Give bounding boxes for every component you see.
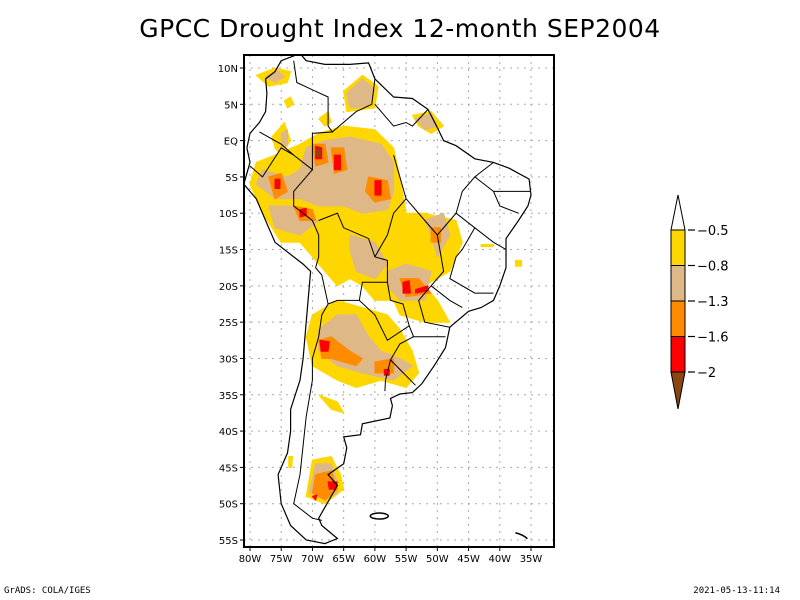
- country-border: [475, 177, 531, 192]
- lat-tick-label: 35S: [219, 391, 238, 402]
- lat-tick-label: 5S: [225, 173, 238, 184]
- south-georgia-island: [515, 533, 527, 539]
- lat-tick-label: 25S: [219, 318, 238, 329]
- drought-contour-region: [284, 97, 293, 108]
- lat-tick-label: 15S: [219, 246, 238, 257]
- lat-tick-label: 10S: [219, 209, 238, 220]
- lat-tick-label: 10N: [218, 64, 238, 75]
- drought-contour-region: [334, 155, 340, 170]
- drought-contour-region: [319, 395, 344, 413]
- drought-contour-region: [375, 181, 381, 196]
- drought-contour-region: [481, 245, 494, 247]
- drought-contour-region: [289, 457, 293, 468]
- country-border: [494, 191, 519, 213]
- colorbar-label: −0.5: [697, 224, 729, 239]
- lat-tick-label: 50S: [219, 500, 238, 511]
- lat-tick-label: 40S: [219, 427, 238, 438]
- lon-tick-label: 45W: [457, 554, 480, 565]
- colorbar-swatch: [671, 266, 685, 302]
- colorbar-swatch: [671, 337, 685, 373]
- lon-tick-label: 50W: [426, 554, 449, 565]
- lon-tick-label: 80W: [239, 554, 262, 565]
- drought-contour-fills: [250, 68, 522, 504]
- lat-tick-label: EQ: [224, 137, 238, 148]
- lat-tick-label: 20S: [219, 282, 238, 293]
- colorbar-swatch: [671, 230, 685, 266]
- colorbar-label: −2: [697, 366, 716, 381]
- lon-tick-label: 70W: [301, 554, 324, 565]
- longitude-axis: 80W 75W 70W 65W 60W 55W 50W 45W 40W 35W: [239, 547, 543, 565]
- drought-map: 10N5NEQ5S10S15S20S25S30S35S40S45S50S55S …: [0, 0, 800, 600]
- colorbar: −0.5 −0.8 −1.3 −1.6 −2: [671, 195, 729, 409]
- lat-tick-label: 5N: [224, 100, 238, 111]
- colorbar-label: −1.3: [697, 295, 729, 310]
- lon-tick-label: 35W: [520, 554, 543, 565]
- lat-tick-label: 55S: [219, 536, 238, 547]
- lon-tick-label: 40W: [488, 554, 511, 565]
- drought-contour-region: [515, 260, 521, 266]
- colorbar-label: −0.8: [697, 260, 729, 275]
- drought-contour-region: [319, 112, 332, 127]
- colorbar-label: −1.6: [697, 331, 729, 346]
- lon-tick-label: 75W: [270, 554, 293, 565]
- drought-contour-region: [403, 281, 411, 293]
- lat-tick-label: 45S: [219, 463, 238, 474]
- timestamp: 2021-05-13-11:14: [693, 586, 780, 596]
- drought-contour-region: [275, 179, 280, 188]
- grads-credit: GrADS: COLA/IGES: [4, 586, 91, 596]
- colorbar-bottom-cap: [671, 372, 685, 409]
- lon-tick-label: 60W: [364, 554, 387, 565]
- lon-tick-label: 55W: [395, 554, 418, 565]
- drought-contour-region: [320, 340, 329, 351]
- colorbar-top-cap: [671, 195, 685, 230]
- colorbar-swatch: [671, 301, 685, 337]
- falkland-islands: [370, 513, 388, 519]
- drought-contour-region: [317, 149, 321, 156]
- latitude-axis: 10N 5N EQ 5S 10S 15S 20S 25S 30S 35S 40S 45S 50S 55S: [218, 64, 244, 547]
- lat-tick-label: 30S: [219, 354, 238, 365]
- lon-tick-label: 65W: [332, 554, 355, 565]
